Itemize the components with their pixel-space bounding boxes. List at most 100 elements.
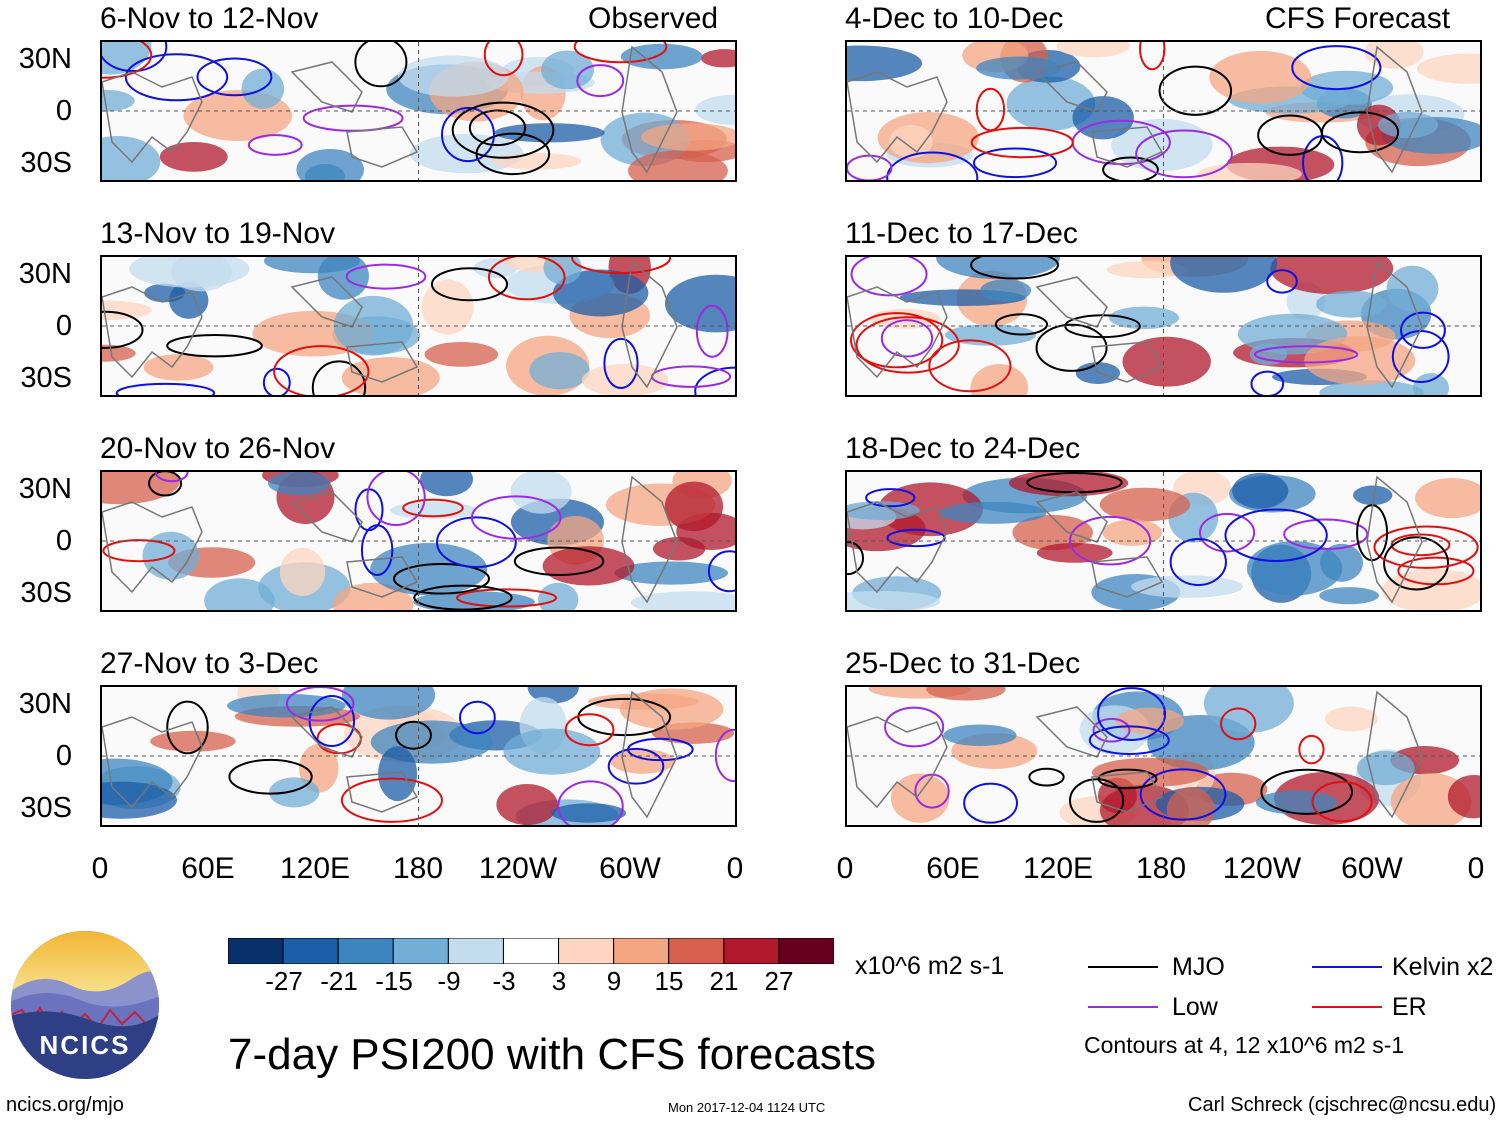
anomaly-blob <box>641 123 735 151</box>
coastline <box>102 501 203 594</box>
contour <box>886 151 979 180</box>
anomaly-blob <box>1056 42 1130 58</box>
anomaly-blob <box>503 728 601 775</box>
colorbar <box>228 938 834 964</box>
anomaly-blob <box>1166 787 1215 825</box>
colorbar-units: x10^6 m2 s-1 <box>855 952 1005 980</box>
contour <box>102 42 153 79</box>
lat-label: 30S <box>20 362 72 394</box>
colorbar-swatch <box>502 938 560 964</box>
anomaly-blob <box>664 274 735 333</box>
anomaly-blob <box>1203 687 1294 733</box>
contour <box>440 107 495 163</box>
coastline <box>621 475 678 604</box>
anomaly-blob <box>1102 519 1163 546</box>
coastline <box>1035 61 1108 113</box>
anomaly-blob <box>268 472 331 496</box>
contour <box>273 345 370 395</box>
lat-label: 0 <box>55 95 72 127</box>
anomaly-blob <box>1122 336 1211 387</box>
figure-title: 7-day PSI200 with CFS forecasts <box>228 1030 877 1079</box>
anomaly-blob <box>102 472 180 505</box>
contour <box>694 366 735 395</box>
contour <box>102 42 168 73</box>
lon-label: 120W <box>1222 852 1302 885</box>
anomaly-blob <box>620 43 703 70</box>
contour <box>972 147 1058 179</box>
legend-mjo-label: MJO <box>1172 953 1225 981</box>
contour <box>1139 768 1227 821</box>
ncics-url[interactable]: ncics.org/mjo <box>6 1094 124 1116</box>
anomaly-blob <box>1106 261 1188 279</box>
coastline <box>1366 45 1423 174</box>
legend-kelvin-line <box>1312 966 1382 968</box>
contour <box>603 337 639 390</box>
coastline <box>102 71 203 164</box>
anomaly-blob <box>1353 485 1393 506</box>
contour <box>1092 717 1131 743</box>
coastline <box>1035 491 1108 543</box>
colorbar-tick: 21 <box>709 966 739 996</box>
anomaly-blob <box>1072 96 1134 140</box>
coastline <box>290 61 363 113</box>
colorbar-tick: -27 <box>265 966 303 996</box>
map-panel-obs-2 <box>100 255 737 397</box>
contour <box>1035 323 1108 372</box>
contour <box>366 472 426 527</box>
legend-low-label: Low <box>1172 993 1218 1021</box>
coastline <box>847 71 948 164</box>
contour <box>102 539 176 563</box>
coastline <box>1091 126 1164 168</box>
coastline <box>290 276 363 328</box>
anomaly-blob <box>421 279 474 335</box>
legend-er-line <box>1312 1006 1382 1008</box>
contour <box>308 694 356 748</box>
anomaly-blob <box>700 49 735 68</box>
lon-label: 120E <box>279 852 351 885</box>
anomaly-blob <box>1115 707 1184 735</box>
contour <box>1298 734 1325 765</box>
panel-title-obs-1: 6-Nov to 12-Nov <box>100 2 319 35</box>
lon-label: 60E <box>181 852 235 885</box>
contour <box>564 713 615 747</box>
anomaly-blob <box>1416 53 1480 84</box>
colorbar-tick: 9 <box>606 966 622 996</box>
contour-note: Contours at 4, 12 x10^6 m2 s-1 <box>1084 1032 1405 1058</box>
contour <box>124 53 229 102</box>
anomaly-blob <box>1415 478 1480 519</box>
anomaly-blob <box>538 582 579 610</box>
anomaly-blob <box>652 536 706 561</box>
timestamp: Mon 2017-12-04 1124 UTC <box>668 1100 826 1115</box>
contour <box>402 498 464 518</box>
anomaly-blob <box>510 472 572 514</box>
coastline <box>847 501 948 594</box>
colorbar-swatch <box>668 938 725 964</box>
anomaly-blob <box>664 481 724 532</box>
panel-title-fc-1: 4-Dec to 10-Dec <box>845 2 1064 35</box>
contour <box>1283 518 1369 551</box>
anomaly-blob <box>541 50 594 90</box>
anomaly-blob <box>263 257 361 274</box>
contour <box>847 541 865 576</box>
anomaly-blob <box>847 590 941 610</box>
lat-label: 30S <box>20 147 72 179</box>
contour <box>115 382 216 395</box>
contour <box>1158 65 1233 116</box>
coastline <box>102 286 203 379</box>
anomaly-blob <box>143 354 214 381</box>
anomaly-blob <box>1170 257 1278 293</box>
contour <box>354 42 408 88</box>
anomaly-blob <box>150 730 236 752</box>
anomaly-blob <box>159 141 228 172</box>
anomaly-blob <box>551 803 627 823</box>
contour <box>1097 687 1167 741</box>
contour <box>1250 370 1285 395</box>
colorbar-swatch <box>447 938 504 964</box>
lon-label: 60E <box>926 852 980 885</box>
contour <box>1260 768 1354 815</box>
coastline <box>102 716 203 809</box>
panel-title-obs-4: 27-Nov to 3-Dec <box>100 647 319 680</box>
contour <box>607 747 665 785</box>
contour <box>963 782 1018 824</box>
contour <box>1139 42 1166 71</box>
